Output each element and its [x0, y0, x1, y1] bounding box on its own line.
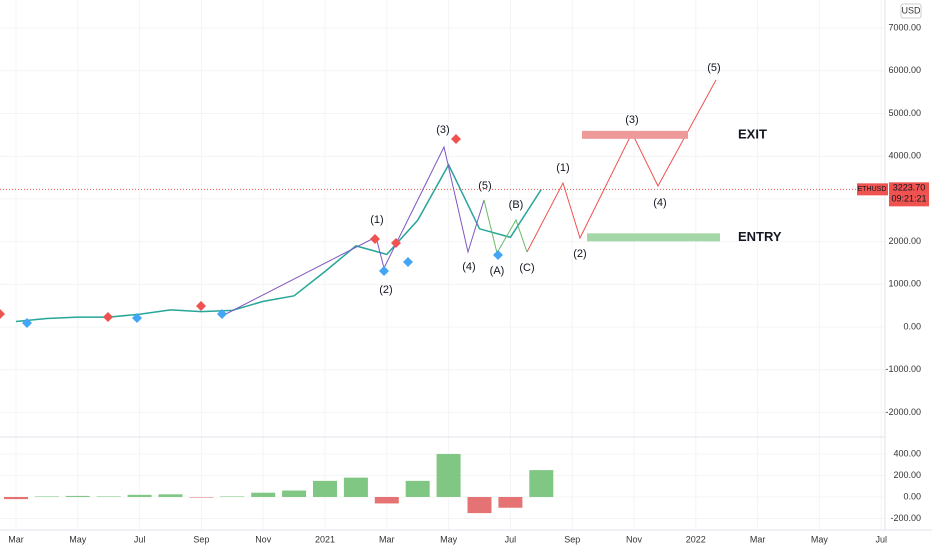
x-tick-label: 2021: [315, 534, 335, 544]
wave-label: (4): [653, 197, 666, 209]
x-tick-label: 2022: [686, 534, 706, 544]
wave-label: (1): [370, 214, 383, 226]
x-tick-label: Sep: [193, 534, 209, 544]
wave-line: [221, 145, 485, 317]
y-tick-label: 2000.00: [888, 236, 921, 246]
osc-bar: [313, 480, 337, 497]
x-tick-label: Jul: [875, 534, 887, 544]
y-tick-label: 0.00: [903, 321, 921, 331]
x-tick-label: Jul: [134, 534, 146, 544]
zone-label: ENTRY: [738, 229, 782, 244]
y-tick-label: -2000.00: [885, 407, 921, 417]
x-tick-label: Mar: [379, 534, 395, 544]
wave-label: (3): [625, 114, 638, 126]
wave-label: (A): [490, 265, 505, 277]
y-tick-label: -1000.00: [885, 364, 921, 374]
osc-bar: [467, 496, 492, 514]
y-tick-label: 200.00: [893, 470, 921, 480]
x-tick-label: Mar: [8, 534, 24, 544]
x-tick-label: Mar: [750, 534, 766, 544]
wave-label: (5): [707, 62, 720, 74]
x-tick-label: Sep: [564, 534, 580, 544]
y-tick-label: 400.00: [893, 448, 921, 458]
signals: [0, 134, 503, 328]
y-tick-label: 1000.00: [888, 279, 921, 289]
x-tick-label: May: [440, 534, 458, 544]
y-tick-label: 4000.00: [888, 151, 921, 161]
y-tick-label: 6000.00: [888, 65, 921, 75]
y-tick-label: 0.00: [903, 491, 921, 501]
wave-line: [483, 199, 528, 255]
osc-bar: [251, 492, 276, 497]
osc-bar: [374, 496, 399, 504]
x-tick-label: Nov: [255, 534, 272, 544]
osc-bar: [127, 494, 152, 497]
wave-label: (5): [478, 180, 491, 192]
y-tick-label: -200.00: [890, 513, 921, 523]
plot-area: [0, 0, 885, 530]
wave-label: (2): [379, 284, 392, 296]
zone: [582, 130, 688, 139]
osc-bar: [4, 496, 28, 500]
countdown: 09:21:21: [891, 194, 926, 204]
wave-label: (B): [509, 199, 524, 211]
osc-bar: [220, 496, 245, 497]
zone: [587, 233, 720, 242]
price-tag: [889, 182, 929, 207]
wave-label: (1): [556, 162, 569, 174]
osc-bar: [34, 496, 59, 497]
wave-label: (2): [573, 248, 586, 260]
osc-bar: [436, 453, 461, 497]
wave-label: (3): [436, 124, 449, 136]
x-tick-label: May: [811, 534, 829, 544]
osc-bar: [158, 494, 183, 497]
symbol-label: ETHUSD: [858, 186, 887, 193]
currency-box: [900, 3, 922, 19]
wave-label: (C): [519, 262, 534, 274]
osc-bar: [498, 496, 523, 508]
osc-bar: [282, 490, 307, 497]
zone-label: EXIT: [738, 126, 767, 141]
symbol-tag: [857, 183, 888, 196]
osc-bar: [65, 495, 90, 497]
wave-line: [526, 79, 717, 253]
price-label: 3223.70: [893, 183, 926, 193]
wave-label: (4): [462, 261, 475, 273]
osc-bar: [96, 496, 121, 497]
x-tick-label: May: [69, 534, 87, 544]
osc-bar: [529, 470, 554, 497]
y-tick-label: 7000.00: [888, 22, 921, 32]
x-tick-label: Jul: [505, 534, 517, 544]
currency: USD: [901, 5, 921, 15]
x-tick-label: Nov: [626, 534, 643, 544]
y-tick-label: 5000.00: [888, 108, 921, 118]
osc-bar: [343, 477, 368, 497]
osc-bar: [405, 480, 430, 497]
osc-bar: [189, 496, 214, 498]
price-line: [15, 163, 542, 323]
